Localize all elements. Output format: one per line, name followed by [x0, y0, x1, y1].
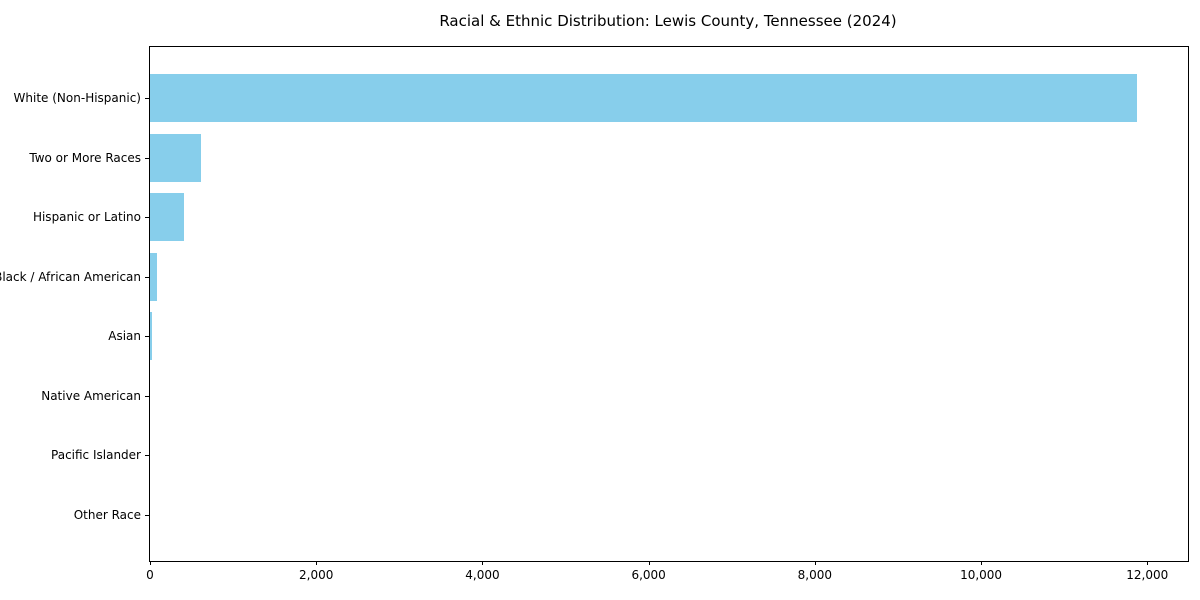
bar-2 [150, 193, 185, 242]
x-axis-tick-label: 10,000 [960, 568, 1003, 582]
y-axis-tick [145, 336, 149, 338]
x-axis-tick-label: 2,000 [299, 568, 334, 582]
bar-1 [150, 133, 201, 182]
y-axis-tick-label: White (Non-Hispanic) [13, 91, 141, 105]
x-axis-tick-label: 0 [146, 568, 154, 582]
y-axis-tick [145, 98, 149, 99]
y-axis-tick [145, 455, 149, 457]
x-axis-tick-label: 8,000 [797, 568, 833, 582]
x-axis-tick-label: 6,000 [631, 568, 666, 582]
y-axis-tick [145, 217, 149, 219]
y-axis-tick [145, 157, 149, 159]
chart-title: Racial & Ethnic Distribution: Lewis Coun… [439, 12, 897, 30]
x-axis-tick [648, 561, 650, 565]
y-axis-tick-label: Asian [108, 329, 141, 344]
y-axis-tick [145, 395, 149, 397]
x-axis-tick [981, 561, 983, 565]
y-axis-tick-label: Pacific Islander [51, 448, 141, 463]
x-axis-tick [316, 561, 318, 565]
x-axis-tick [1147, 561, 1149, 565]
y-axis-tick [145, 276, 149, 278]
y-axis-tick-label: Native American [41, 388, 141, 403]
x-axis-tick [150, 561, 151, 565]
y-axis-tick-label: Two or More Races [29, 150, 141, 165]
bar-3 [150, 252, 157, 301]
x-axis-tick-label: 4,000 [465, 568, 500, 582]
y-axis-tick-label: Black / African American [0, 269, 141, 284]
y-axis-tick-label: Hispanic or Latino [32, 210, 141, 225]
y-axis-tick [145, 514, 149, 516]
x-axis-tick-label: 12,000 [1126, 568, 1169, 582]
x-axis-tick [814, 561, 816, 565]
y-axis-tick-label: Other Race [73, 507, 141, 522]
x-axis-tick [482, 561, 484, 565]
bar-0 [150, 74, 1138, 122]
bar-4 [150, 312, 153, 361]
plot-area: White (Non-Hispanic) Two or More Races His… [0, 46, 1189, 582]
